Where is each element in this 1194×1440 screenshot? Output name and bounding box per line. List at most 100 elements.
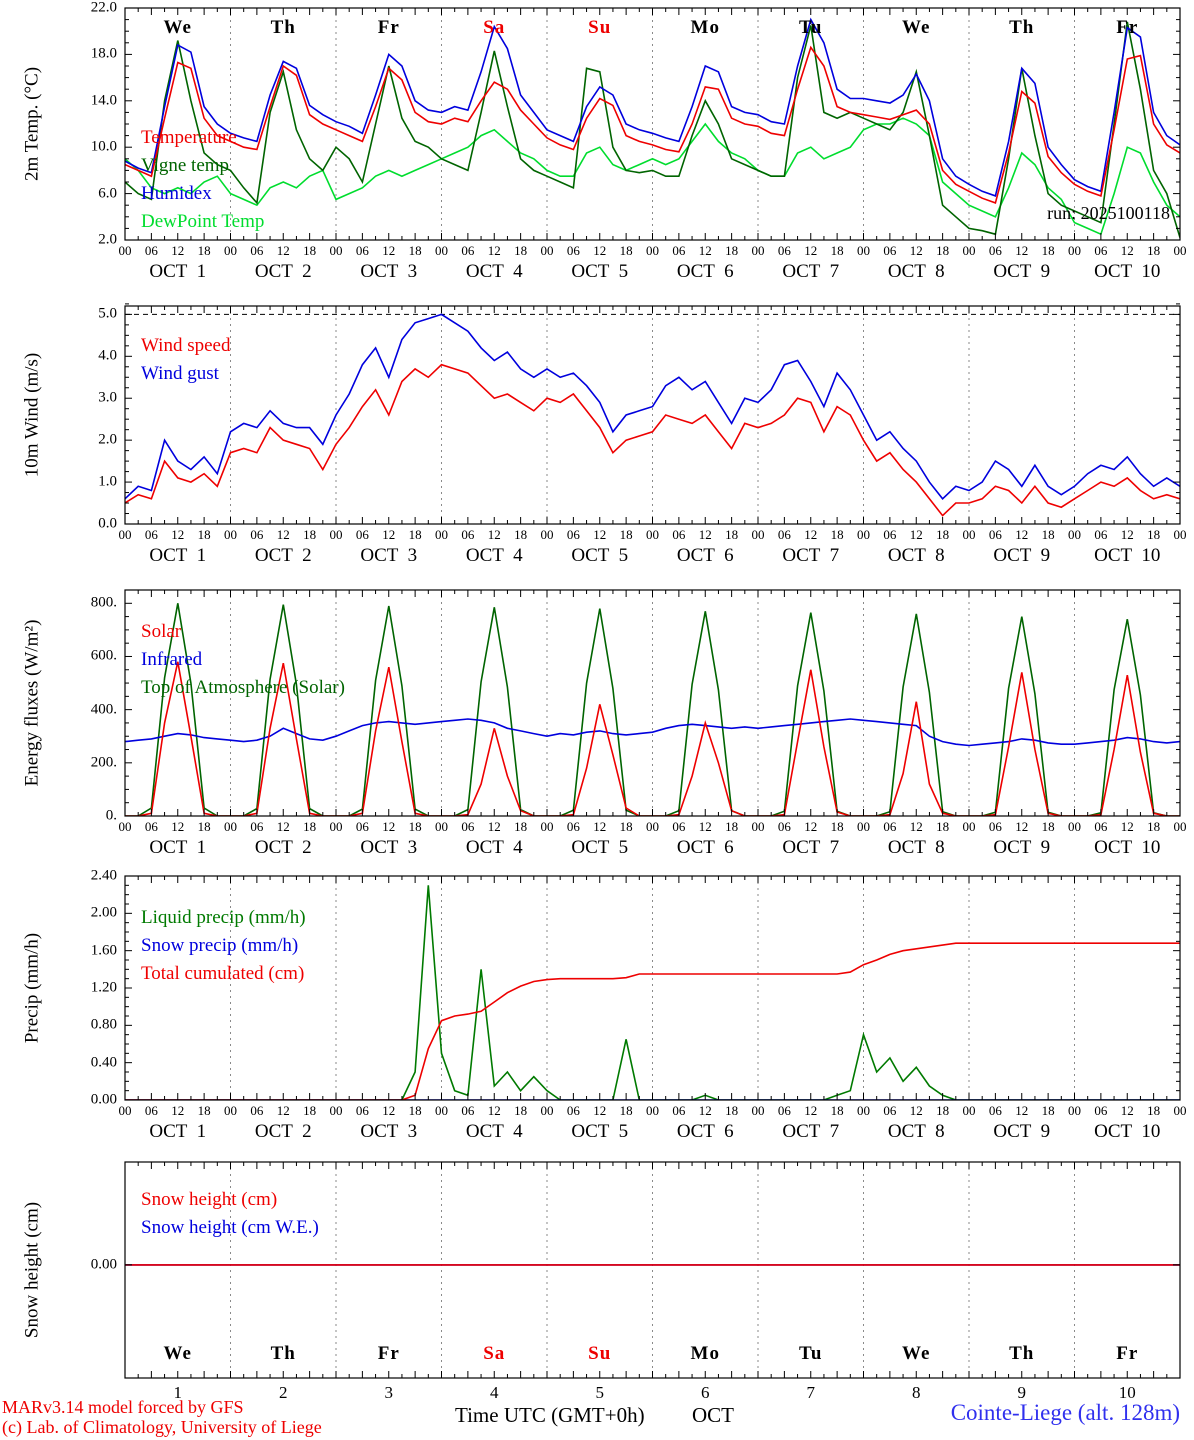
hour-tick-label: 18 — [830, 527, 844, 542]
hour-tick-label: 12 — [382, 1103, 396, 1118]
hour-tick-label: 18 — [197, 243, 211, 258]
hour-tick-label: 06 — [988, 527, 1002, 542]
hour-tick-label: 06 — [250, 819, 264, 834]
hour-tick-label: 12 — [276, 243, 290, 258]
day-number-label: 4 — [490, 1383, 499, 1402]
hour-tick-label: 12 — [804, 527, 818, 542]
month-label: OCT — [692, 1403, 734, 1427]
hour-tick-label: 06 — [883, 527, 897, 542]
y-tick-label: 4.0 — [98, 347, 117, 364]
hour-tick-label: 06 — [144, 1103, 158, 1118]
legend-top-of-atmosphere-solar: Top of Atmosphere (Solar) — [141, 677, 345, 698]
snow-panel-axis-title: Snow height (cm) — [21, 1201, 43, 1339]
humidex-series-line — [125, 17, 1180, 197]
date-label: OCT 1 — [149, 545, 207, 566]
time-axis-label: Time UTC (GMT+0h) — [455, 1403, 645, 1427]
hour-tick-label: 12 — [171, 527, 185, 542]
day-number-label: 1 — [173, 1383, 183, 1402]
hour-tick-label: 06 — [566, 243, 580, 258]
hour-tick-label: 12 — [1015, 1103, 1029, 1118]
hour-tick-label: 06 — [566, 527, 580, 542]
hour-tick-label: 00 — [751, 243, 765, 258]
hour-tick-label: 18 — [725, 527, 739, 542]
hour-tick-label: 00 — [118, 243, 132, 258]
hour-tick-label: 12 — [593, 243, 607, 258]
hour-tick-label: 00 — [118, 527, 132, 542]
y-tick-label: 5.0 — [98, 305, 117, 322]
day-name-label: Fr — [1116, 1343, 1139, 1364]
hour-tick-label: 12 — [276, 1103, 290, 1118]
hour-tick-label: 00 — [224, 819, 237, 834]
hour-tick-label: 18 — [408, 527, 422, 542]
hour-tick-label: 12 — [593, 819, 607, 834]
hour-tick-label: 00 — [224, 1103, 237, 1118]
hour-tick-label: 00 — [435, 527, 448, 542]
hour-tick-label: 00 — [857, 243, 870, 258]
hour-tick-label: 18 — [725, 819, 739, 834]
y-tick-label: 600. — [90, 647, 117, 664]
day-name-label: Th — [1009, 17, 1035, 38]
y-tick-label: 18.0 — [90, 45, 117, 62]
hour-tick-label: 06 — [672, 1103, 686, 1118]
y-tick-label: 1.60 — [90, 942, 117, 959]
hour-tick-label: 00 — [1173, 527, 1187, 542]
date-label: OCT 3 — [360, 1121, 418, 1142]
hour-tick-label: 06 — [672, 243, 686, 258]
hour-tick-label: 00 — [329, 243, 343, 258]
infrared-series-line — [125, 718, 1180, 747]
hour-tick-label: 00 — [751, 1103, 765, 1118]
precip-panel-border — [124, 875, 1181, 1101]
hour-tick-label: 06 — [988, 819, 1002, 834]
legend-temperature: Temperature — [141, 127, 237, 148]
hour-tick-label: 06 — [461, 819, 475, 834]
y-tick-label: 1.0 — [98, 473, 117, 490]
date-label: OCT 2 — [254, 261, 312, 282]
date-label: OCT 1 — [149, 1121, 207, 1142]
hour-tick-label: 18 — [619, 243, 633, 258]
hour-tick-label: 12 — [593, 527, 607, 542]
day-number-label: 8 — [912, 1383, 921, 1402]
date-label: OCT 8 — [887, 545, 945, 566]
hour-tick-label: 18 — [1147, 1103, 1161, 1118]
date-label: OCT 3 — [360, 261, 418, 282]
hour-tick-label: 18 — [1147, 527, 1161, 542]
hour-tick-label: 18 — [1041, 1103, 1055, 1118]
hour-tick-label: 12 — [698, 243, 712, 258]
hour-tick-label: 06 — [1094, 527, 1108, 542]
hour-tick-label: 00 — [962, 527, 976, 542]
hour-tick-label: 00 — [118, 1103, 132, 1118]
temperature-series-line — [125, 45, 1180, 204]
day-name-label: Fr — [1116, 17, 1139, 38]
hour-tick-label: 00 — [962, 1103, 976, 1118]
hour-tick-label: 12 — [382, 243, 396, 258]
hour-tick-label: 12 — [487, 243, 501, 258]
hour-tick-label: 18 — [936, 243, 950, 258]
hour-tick-label: 18 — [1041, 527, 1055, 542]
date-label: OCT 5 — [571, 261, 629, 282]
hour-tick-label: 06 — [777, 243, 791, 258]
hour-tick-label: 18 — [830, 243, 844, 258]
y-tick-label: 200. — [90, 754, 117, 771]
model-credit-line2: (c) Lab. of Climatology, University of L… — [2, 1417, 322, 1437]
hour-tick-label: 00 — [857, 1103, 870, 1118]
hour-tick-label: 00 — [224, 527, 237, 542]
hour-tick-label: 12 — [487, 1103, 501, 1118]
hour-tick-label: 12 — [698, 527, 712, 542]
hour-tick-label: 06 — [355, 819, 369, 834]
hour-tick-label: 00 — [329, 819, 343, 834]
date-label: OCT 4 — [465, 1121, 523, 1142]
hour-tick-label: 18 — [197, 819, 211, 834]
date-label: OCT 2 — [254, 837, 312, 858]
hour-tick-label: 18 — [408, 243, 422, 258]
date-label: OCT 9 — [993, 261, 1051, 282]
hour-tick-label: 06 — [883, 819, 897, 834]
hour-tick-label: 12 — [909, 243, 923, 258]
hour-tick-label: 06 — [566, 1103, 580, 1118]
hour-tick-label: 18 — [725, 1103, 739, 1118]
day-name-label: Th — [270, 1343, 296, 1364]
hour-tick-label: 00 — [751, 527, 765, 542]
hour-tick-label: 00 — [1173, 819, 1187, 834]
day-name-label: Su — [588, 17, 612, 38]
